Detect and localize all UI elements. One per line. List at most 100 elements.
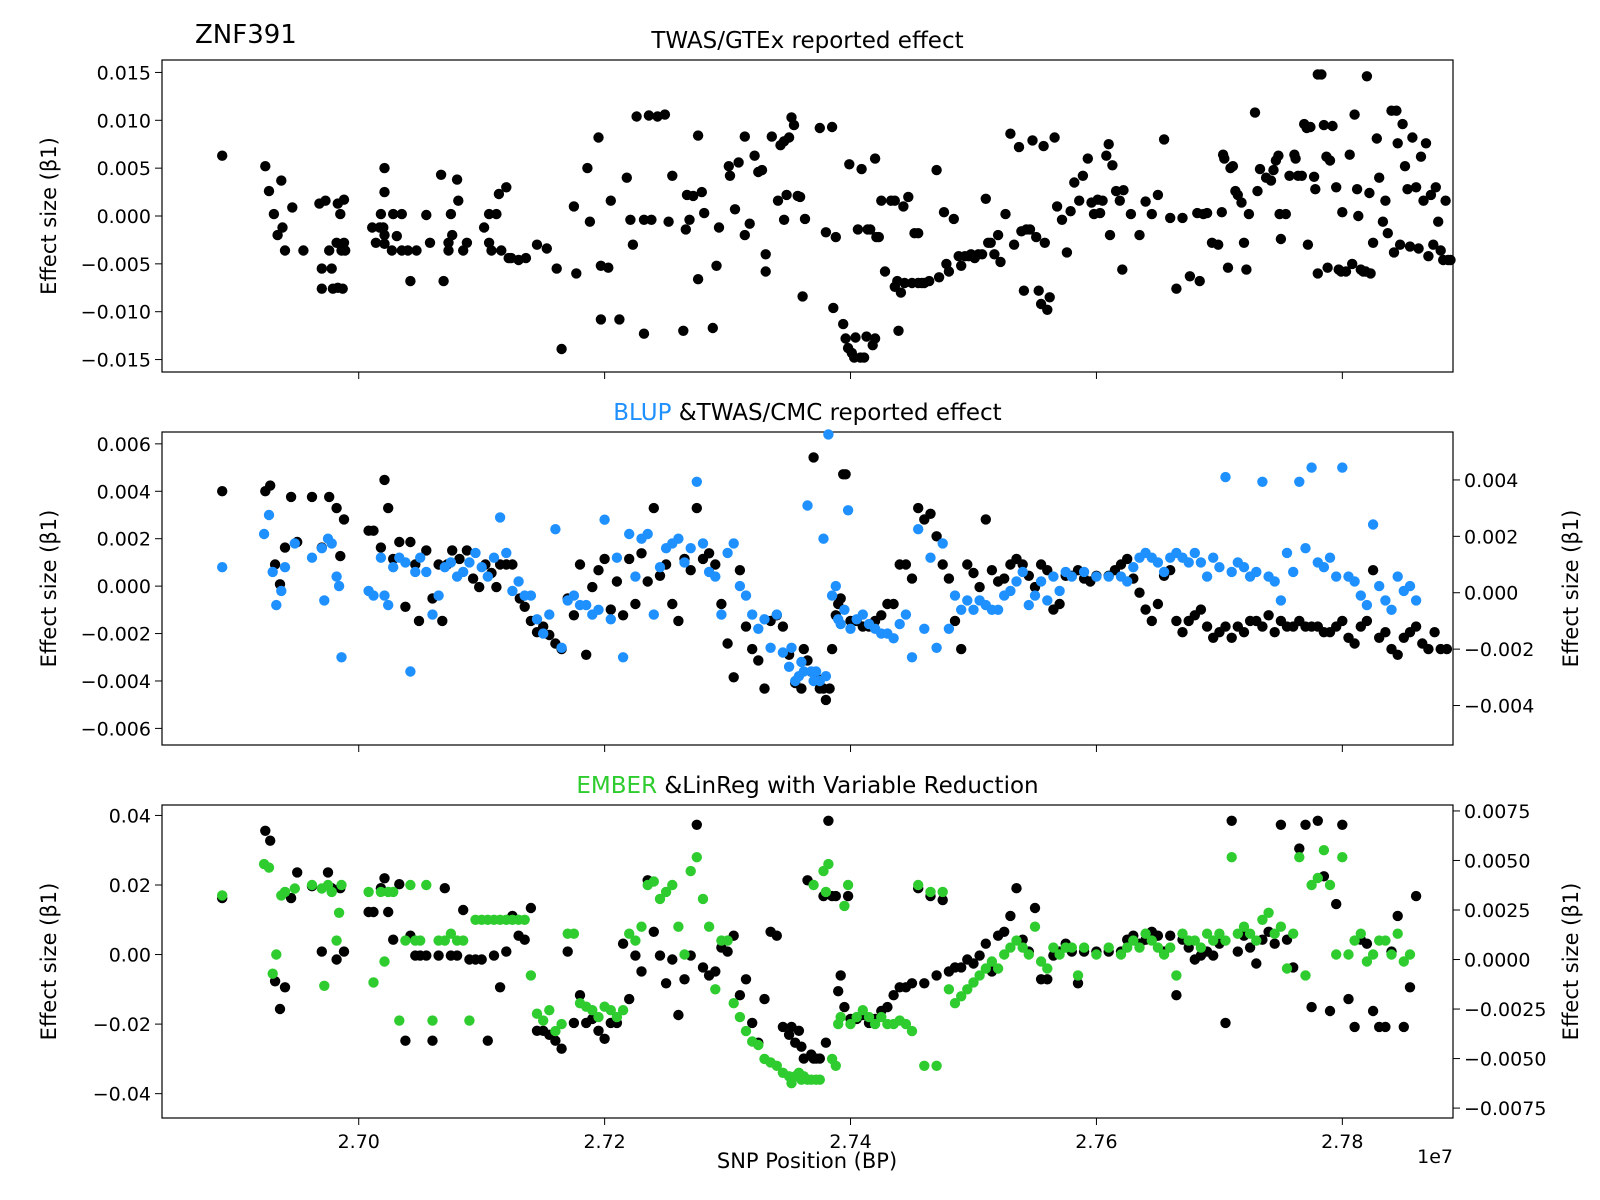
data-point xyxy=(962,595,973,606)
data-point xyxy=(260,825,271,836)
data-point xyxy=(1331,898,1342,910)
data-point xyxy=(760,266,771,277)
data-point xyxy=(1318,562,1330,573)
data-point xyxy=(833,986,844,997)
data-point xyxy=(411,245,422,256)
data-point xyxy=(992,229,1004,241)
data-point xyxy=(568,201,580,212)
data-point xyxy=(375,208,387,220)
data-point xyxy=(568,1017,580,1029)
y-tick-label: 0.005 xyxy=(97,158,151,180)
data-point xyxy=(968,958,979,969)
data-point xyxy=(691,819,702,830)
data-point xyxy=(771,609,782,620)
data-point xyxy=(1140,196,1151,207)
data-point xyxy=(388,934,399,945)
data-point xyxy=(716,598,727,610)
data-point xyxy=(771,1060,782,1072)
data-point xyxy=(1337,819,1348,830)
data-point xyxy=(900,609,912,620)
data-point xyxy=(482,1035,493,1046)
data-point xyxy=(919,978,930,989)
data-point xyxy=(724,170,736,181)
panel-title: EMBER &LinReg with Variable Reduction xyxy=(576,773,1038,799)
data-point xyxy=(1275,921,1287,932)
data-point xyxy=(379,873,390,884)
data-point xyxy=(445,208,457,220)
data-point xyxy=(424,237,436,248)
data-point xyxy=(394,1015,405,1026)
data-point xyxy=(783,132,795,143)
data-point xyxy=(1355,590,1367,601)
data-point xyxy=(1011,935,1022,946)
data-point xyxy=(1367,565,1379,576)
data-point xyxy=(320,195,331,206)
data-point xyxy=(642,576,653,587)
data-point xyxy=(368,906,379,918)
title-rest: &LinReg with Variable Reduction xyxy=(657,773,1039,799)
data-point xyxy=(388,208,399,220)
data-point xyxy=(1263,907,1274,918)
data-point xyxy=(1294,843,1305,854)
data-point xyxy=(568,610,580,621)
data-point xyxy=(1374,172,1385,183)
data-point xyxy=(777,647,789,658)
data-point xyxy=(711,260,722,271)
data-point xyxy=(1433,216,1444,227)
data-point xyxy=(370,237,382,248)
data-point xyxy=(777,621,789,632)
data-point xyxy=(1355,928,1367,939)
data-point xyxy=(319,595,330,606)
data-point xyxy=(949,590,961,601)
data-point xyxy=(593,132,604,143)
data-point xyxy=(1398,956,1410,967)
data-point xyxy=(276,585,287,597)
data-point xyxy=(1094,207,1106,219)
data-point xyxy=(491,208,502,220)
data-point xyxy=(336,879,347,891)
data-point xyxy=(876,610,887,621)
data-point xyxy=(1397,118,1408,130)
data-point xyxy=(898,201,909,212)
data-point xyxy=(1394,239,1406,250)
data-point xyxy=(999,926,1010,937)
data-point xyxy=(1220,935,1231,946)
data-point xyxy=(338,514,350,525)
data-point xyxy=(1280,208,1292,220)
data-point xyxy=(830,890,841,902)
data-point xyxy=(1214,928,1225,939)
data-point xyxy=(783,1029,795,1041)
data-point xyxy=(1171,970,1182,981)
data-point xyxy=(1042,974,1053,985)
data-point xyxy=(1268,164,1279,176)
data-point xyxy=(869,1018,881,1030)
data-point xyxy=(493,188,505,200)
data-point xyxy=(379,186,390,198)
data-point xyxy=(476,562,487,573)
data-point xyxy=(839,1001,850,1013)
data-point xyxy=(1367,949,1379,960)
data-point xyxy=(824,683,835,694)
data-point xyxy=(1236,197,1247,208)
data-point xyxy=(638,214,650,225)
data-point xyxy=(667,598,678,610)
data-point xyxy=(383,906,394,918)
right-y-axis-label: Effect size (β1) xyxy=(1559,510,1583,668)
data-point xyxy=(710,571,721,582)
y-axis-label: Effect size (β1) xyxy=(37,510,61,668)
data-point xyxy=(1316,69,1327,80)
data-point xyxy=(810,666,822,677)
data-point xyxy=(443,237,454,248)
data-point xyxy=(1201,571,1213,582)
data-point xyxy=(367,222,378,233)
data-point xyxy=(943,573,955,584)
data-point xyxy=(1312,872,1324,884)
data-point xyxy=(937,886,948,898)
data-point xyxy=(1365,268,1376,279)
data-point xyxy=(1128,935,1139,946)
data-point xyxy=(1423,643,1434,655)
data-point xyxy=(605,195,616,206)
data-point xyxy=(562,946,573,957)
data-point xyxy=(699,207,710,219)
data-point xyxy=(919,1060,930,1072)
